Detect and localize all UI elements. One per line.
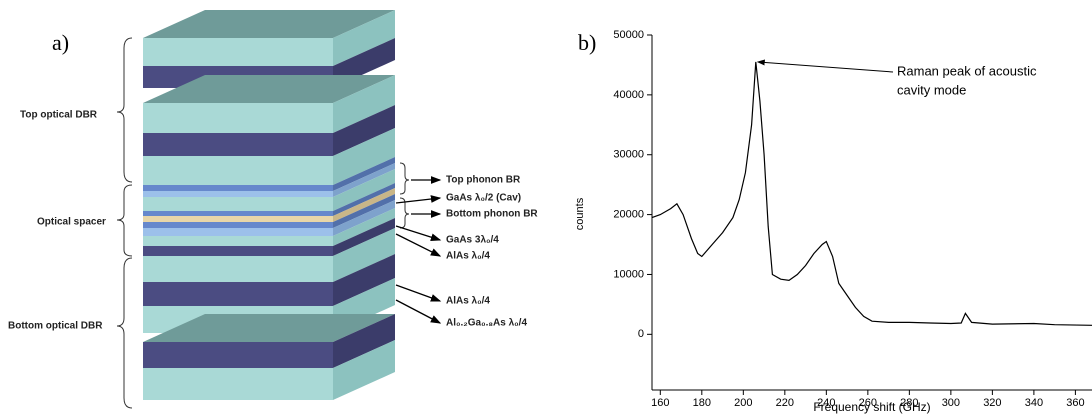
annotation-text: cavity mode: [897, 82, 966, 97]
layer: [143, 222, 333, 228]
region-label: Top optical DBR: [20, 110, 98, 121]
layer-side: [333, 254, 395, 306]
y-tick-label: 0: [638, 328, 644, 340]
region-label: Bottom optical DBR: [8, 321, 103, 332]
layer: [143, 228, 333, 236]
layer-side: [333, 105, 395, 156]
layer-side: [333, 163, 395, 197]
x-tick-label: 160: [651, 397, 669, 409]
layer-side: [333, 75, 395, 133]
layer-top: [143, 314, 395, 342]
layer: [143, 103, 333, 133]
layer-stack: [143, 10, 395, 400]
layer: [143, 236, 333, 246]
region-label: Optical spacer: [37, 217, 106, 228]
layer-top: [143, 10, 395, 38]
layer: [143, 282, 333, 306]
braces: [116, 37, 410, 409]
layer-side: [333, 183, 395, 216]
layer-label: Al₀.₂Ga₀.₈As λ₀/4: [446, 318, 527, 329]
annotation-text: Raman peak of acoustic: [897, 63, 1037, 78]
x-tick-label: 280: [900, 397, 918, 409]
layer: [143, 246, 333, 256]
layer-side: [333, 128, 395, 185]
x-tick-label: 360: [1066, 397, 1084, 409]
x-tick-label: 260: [859, 397, 877, 409]
panel-label: a): [52, 30, 69, 55]
layer-label: AlAs λ₀/4: [446, 251, 490, 262]
layer: [143, 211, 333, 216]
layer-label: GaAs 3λ₀/4: [446, 235, 499, 246]
layer: [143, 185, 333, 191]
layer: [143, 133, 333, 156]
layer-side: [333, 188, 395, 222]
layer-side: [333, 208, 395, 246]
x-tick-label: 240: [817, 397, 835, 409]
x-tick-label: 300: [942, 397, 960, 409]
layer-side: [333, 314, 395, 368]
layer-side: [333, 218, 395, 256]
layer-label: GaAs λ₀/2 (Cav): [446, 193, 521, 204]
y-tick-label: 10000: [613, 268, 644, 280]
y-tick-label: 50000: [613, 29, 644, 41]
y-tick-label: 40000: [613, 89, 644, 101]
panel-label: b): [578, 30, 596, 55]
x-tick-label: 340: [1025, 397, 1043, 409]
y-tick-label: 30000: [613, 149, 644, 161]
x-tick-label: 200: [734, 397, 752, 409]
layer-side: [333, 157, 395, 191]
x-tick-label: 320: [983, 397, 1001, 409]
layer-top: [143, 75, 395, 103]
x-tick-label: 220: [776, 397, 794, 409]
layer: [143, 156, 333, 185]
x-axis-label: Frequency shift (GHz): [813, 400, 930, 414]
layer: [143, 216, 333, 222]
layer-side: [333, 10, 395, 66]
y-tick-label: 20000: [613, 209, 644, 221]
layer-side: [333, 340, 395, 400]
layer-side: [333, 169, 395, 211]
layer-label: AlAs λ₀/4: [446, 296, 490, 307]
chart: 0 10000 20000 30000 40000 50000 160 180 200 220 24…: [613, 29, 1092, 409]
layer-side: [333, 200, 395, 236]
data-line: [651, 61, 1092, 326]
layer: [143, 38, 333, 66]
layer: [143, 256, 333, 282]
layer-side: [333, 228, 395, 282]
layer-label: Bottom phonon BR: [446, 209, 538, 220]
layer: [143, 191, 333, 197]
annotation-arrow: [756, 59, 894, 73]
layer: [143, 197, 333, 211]
layer-side: [333, 194, 395, 228]
layer: [143, 342, 333, 368]
layer-label: Top phonon BR: [446, 175, 521, 186]
y-axis-label: counts: [574, 197, 586, 230]
pointer-arrows: [395, 176, 442, 324]
x-tick-label: 180: [693, 397, 711, 409]
layer: [143, 368, 333, 400]
